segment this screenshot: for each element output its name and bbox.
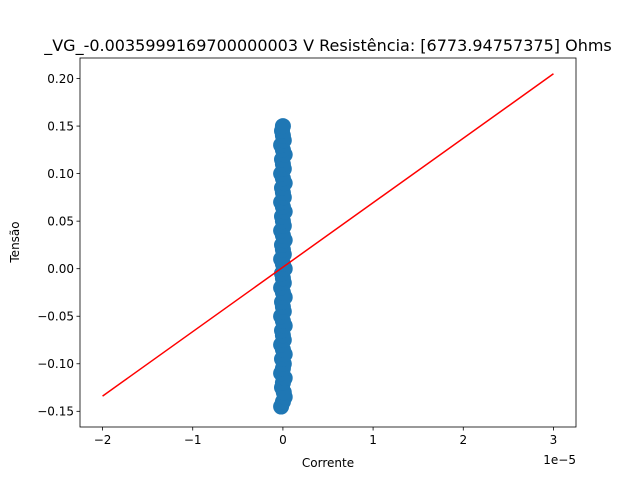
x-tick-label: −2	[94, 433, 112, 447]
x-tick-label: 3	[550, 433, 558, 447]
x-tick-label: −1	[184, 433, 202, 447]
scatter-point	[274, 118, 291, 135]
y-tick-label: −0.05	[37, 310, 74, 324]
y-axis: −0.15 −0.10 −0.05 0.00 0.05 0.10 0.15 0.20	[37, 72, 80, 419]
plot-area	[79, 57, 577, 428]
y-axis-label: Tensão	[8, 221, 22, 263]
x-tick-label: 0	[279, 433, 287, 447]
x-axis: −2 −1 0 1 2 3	[94, 427, 558, 447]
y-tick-label: 0.15	[47, 119, 74, 133]
x-tick-label: 2	[459, 433, 467, 447]
y-tick-label: 0.00	[47, 262, 74, 276]
fit-line	[102, 73, 554, 397]
y-tick-label: 0.20	[47, 72, 74, 86]
chart-title: _VG_-0.0035999169700000003 V Resistência…	[43, 36, 612, 56]
x-axis-offset-label: 1e−5	[543, 453, 576, 467]
y-tick-label: −0.10	[37, 357, 74, 371]
y-tick-label: 0.05	[47, 214, 74, 228]
x-axis-label: Corrente	[302, 456, 354, 470]
x-tick-label: 1	[369, 433, 377, 447]
axes-frame	[79, 57, 577, 428]
series-layer	[102, 73, 554, 415]
y-tick-label: −0.15	[37, 405, 74, 419]
y-tick-label: 0.10	[47, 167, 74, 181]
